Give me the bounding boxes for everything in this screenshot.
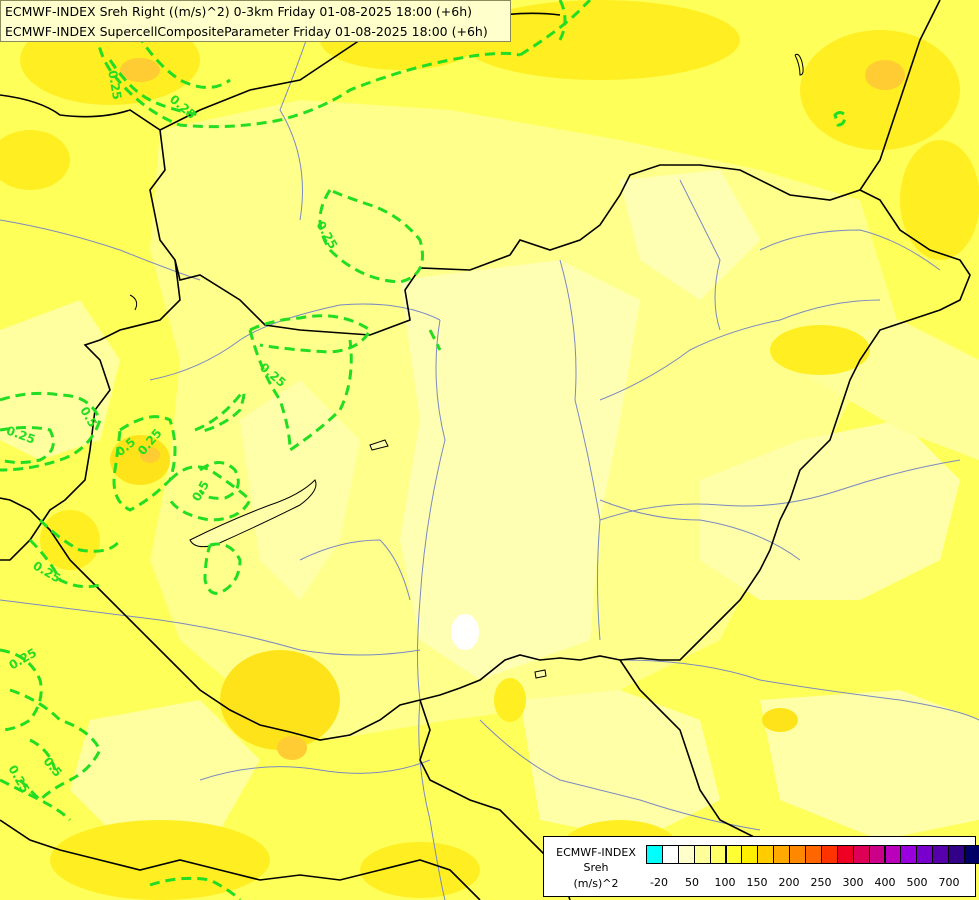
title-line-1: ECMWF-INDEX Sreh Right ((m/s)^2) 0-3km F…: [5, 4, 473, 19]
scp-contours: [0, 0, 847, 900]
legend-tick-label: 700: [938, 876, 960, 889]
legend-tick-label: 200: [778, 876, 800, 889]
legend-swatch: [836, 845, 854, 864]
legend-tick-label: 300: [842, 876, 864, 889]
legend-swatch: [948, 845, 965, 864]
legend-tick-label: 500: [906, 876, 928, 889]
color-legend: ECMWF-INDEX Sreh (m/s)^2 -20 50 100 150 200 2…: [543, 836, 979, 897]
small-features: [129, 53, 804, 311]
legend-swatch: [868, 845, 886, 864]
legend-variable: Sreh: [583, 861, 609, 874]
legend-swatch: [852, 845, 870, 864]
legend-swatch: [741, 845, 759, 864]
legend-tick-label: 50: [685, 876, 699, 889]
legend-swatch: [646, 845, 663, 864]
legend-swatch: [693, 845, 711, 864]
legend-tick-label: 250: [810, 876, 832, 889]
legend-tick-label: 400: [874, 876, 896, 889]
legend-swatch: [900, 845, 918, 864]
legend-swatch: [805, 845, 822, 864]
legend-tick-label: 100: [714, 876, 736, 889]
legend-swatch: [820, 845, 838, 864]
title-line-2: ECMWF-INDEX SupercellCompositeParameter …: [5, 24, 488, 39]
legend-swatch: [725, 845, 743, 864]
legend-swatch: [773, 845, 791, 864]
legend-title: ECMWF-INDEX: [556, 846, 636, 859]
legend-swatch: [932, 845, 950, 864]
legend-swatch: [884, 845, 902, 864]
legend-unit: (m/s)^2: [573, 877, 619, 890]
legend-tick-label: -20: [650, 876, 668, 889]
legend-swatch: [677, 845, 695, 864]
title-box: ECMWF-INDEX Sreh Right ((m/s)^2) 0-3km F…: [0, 0, 511, 42]
legend-swatch: [789, 845, 806, 864]
legend-swatch: [757, 845, 775, 864]
legend-swatch: [916, 845, 934, 864]
legend-swatch: [964, 845, 979, 864]
legend-swatch: [661, 845, 679, 864]
legend-tick-label: 150: [746, 876, 768, 889]
legend-swatch: [709, 845, 727, 864]
